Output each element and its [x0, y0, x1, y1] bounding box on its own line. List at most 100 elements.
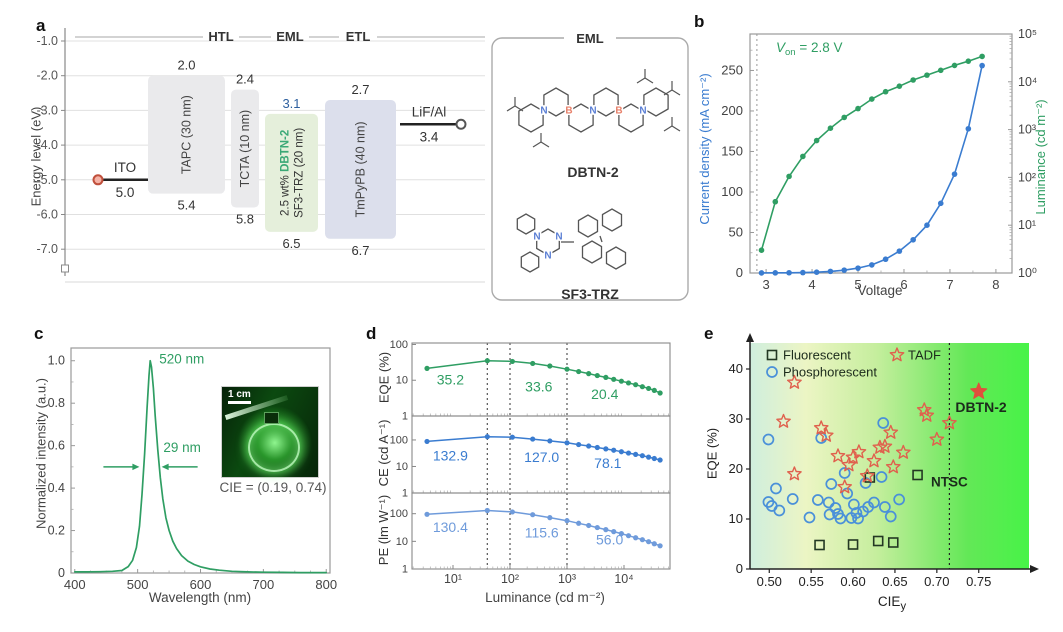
layer-header: EML — [276, 29, 304, 44]
svg-text:TmPyPB (40 nm): TmPyPB (40 nm) — [354, 121, 368, 217]
svg-text:-4.0: -4.0 — [36, 138, 58, 152]
svg-text:5.4: 5.4 — [177, 198, 195, 213]
legend-label: Phosphorescent — [783, 365, 877, 380]
series-current-density — [758, 62, 985, 276]
svg-text:N: N — [540, 106, 547, 117]
series-luminance — [758, 53, 985, 253]
svg-text:TAPC (30 nm): TAPC (30 nm) — [180, 95, 194, 174]
inset-device-glow — [247, 423, 300, 472]
molecule-label-sf3trz: SF3-TRZ — [561, 286, 619, 302]
scatter-series-tadf — [776, 374, 957, 494]
svg-text:10¹: 10¹ — [1018, 218, 1036, 232]
svg-text:N: N — [639, 106, 646, 117]
panel-e-xlabel-sub: y — [900, 600, 907, 613]
molecule-label-dbtn2: DBTN-2 — [567, 164, 619, 180]
panel-b-ylabel-right: Luminance (cd m⁻²) — [1033, 99, 1048, 215]
svg-text:-6.0: -6.0 — [36, 208, 58, 222]
svg-text:100: 100 — [390, 434, 408, 446]
svg-text:10⁴: 10⁴ — [614, 572, 633, 586]
layer-header: ETL — [346, 29, 371, 44]
legend-label: Fluorescent — [783, 348, 851, 363]
svg-text:0.60: 0.60 — [840, 574, 865, 589]
svg-text:40: 40 — [729, 361, 743, 376]
svg-text:400: 400 — [64, 577, 86, 592]
svg-text:700: 700 — [253, 577, 275, 592]
layer-header: HTL — [208, 29, 233, 44]
svg-text:0: 0 — [736, 561, 743, 576]
svg-text:0.6: 0.6 — [48, 439, 65, 453]
svg-text:1: 1 — [402, 411, 408, 423]
panel-e-xlabel-main: CIE — [877, 594, 901, 609]
svg-text:B: B — [615, 106, 622, 117]
svg-text:N: N — [555, 232, 562, 243]
svg-text:1: 1 — [402, 488, 408, 500]
svg-text:N: N — [544, 251, 551, 262]
svg-text:100: 100 — [721, 184, 743, 199]
panel-b-jvl-chart: 3 4 5 6 7 8 0 50 100 150 200 250 10⁰ 10¹ 10² 10³ 10⁴ 10⁵ V… — [721, 27, 1037, 292]
svg-text:-5.0: -5.0 — [36, 173, 58, 187]
svg-text:0.50: 0.50 — [757, 574, 782, 589]
panel-a-energy-diagram: -1.0 -2.0 -3.0 -4.0 -5.0 -6.0 -7.0 HTL EML ETL 2.0… — [36, 28, 689, 302]
svg-text:10²: 10² — [501, 572, 519, 586]
energy-layer-box — [148, 75, 225, 194]
svg-text:150: 150 — [721, 143, 743, 158]
svg-text:-7.0: -7.0 — [36, 242, 58, 256]
svg-text:-2.0: -2.0 — [36, 69, 58, 83]
panel-label-d: d — [366, 324, 377, 343]
svg-text:10: 10 — [396, 536, 408, 548]
svg-text:0.75: 0.75 — [966, 574, 991, 589]
ito-contact-dot — [92, 174, 104, 186]
series-pe-lm-w- — [424, 507, 663, 549]
energy-diagram-content: -1.0 -2.0 -3.0 -4.0 -5.0 -6.0 -7.0 HTL EML ETL 2.0… — [36, 28, 689, 302]
svg-text:10²: 10² — [1018, 170, 1036, 184]
spectrum-content: 400 500 600 700 800 0 0.2 0.4 0.6 0.8 1.0 520 nm 29 … — [48, 347, 337, 592]
svg-text:6.5: 6.5 — [282, 236, 300, 251]
svg-text:0.65: 0.65 — [882, 574, 907, 589]
efficiency-annotation: 33.6 — [525, 379, 552, 395]
svg-text:5.0: 5.0 — [116, 185, 135, 200]
legend: Phosphorescent Fluorescent TADF — [766, 347, 941, 380]
svg-text:10⁵: 10⁵ — [1018, 27, 1037, 41]
efficiency-annotation: 130.4 — [433, 519, 468, 535]
inset-device-crown — [264, 412, 279, 425]
svg-text:10⁰: 10⁰ — [1018, 266, 1037, 280]
svg-text:TCTA (10 nm): TCTA (10 nm) — [238, 110, 252, 188]
panel-label-e: e — [704, 324, 714, 343]
inset-scale-label: 1 cm — [228, 389, 251, 400]
series-ce-cd-a- — [424, 434, 663, 463]
efficiency-annotation: 132.9 — [433, 447, 468, 463]
scatter-content: 0.50 0.55 0.60 0.65 0.70 0.75 0 10 20 30 40 NTSC DBT… — [729, 333, 1039, 589]
svg-text:600: 600 — [190, 577, 212, 592]
svg-text:10³: 10³ — [558, 572, 576, 586]
svg-text:4: 4 — [808, 277, 815, 292]
panel-a-ylabel: Energy level (eV) — [28, 106, 44, 207]
svg-text:3.1: 3.1 — [282, 96, 300, 111]
panel-label-a: a — [36, 16, 46, 35]
svg-text:100: 100 — [390, 339, 408, 351]
svg-text:B: B — [565, 106, 572, 117]
svg-text:0.55: 0.55 — [799, 574, 824, 589]
svg-text:50: 50 — [729, 224, 743, 239]
svg-text:N: N — [589, 106, 596, 117]
svg-text:6: 6 — [900, 277, 907, 292]
svg-text:8: 8 — [992, 277, 999, 292]
jvl-content: 3 4 5 6 7 8 0 50 100 150 200 250 10⁰ 10¹ 10² 10³ 10⁴ 10⁵ V… — [721, 27, 1037, 292]
svg-text:2.4: 2.4 — [236, 72, 254, 87]
svg-text:0.2: 0.2 — [48, 524, 65, 538]
svg-text:5.8: 5.8 — [236, 212, 254, 227]
efficiency-annotation: 127.0 — [524, 449, 559, 465]
svg-text:200: 200 — [721, 103, 743, 118]
inset-scale-bar: 1 cm — [228, 389, 251, 404]
svg-text:2.0: 2.0 — [177, 58, 195, 73]
svg-text:N: N — [533, 232, 540, 243]
energy-layer-box — [325, 99, 396, 239]
svg-text:SF3-TRZ (20 nm): SF3-TRZ (20 nm) — [294, 128, 306, 218]
svg-text:0.8: 0.8 — [48, 396, 65, 410]
svg-text:3.4: 3.4 — [420, 129, 439, 144]
svg-text:100: 100 — [390, 508, 408, 520]
molecule-sf3trz: NN N — [516, 208, 627, 273]
svg-text:-3.0: -3.0 — [36, 103, 58, 117]
svg-text:0.4: 0.4 — [48, 481, 65, 495]
panel-d-ylabel-pe: PE (lm W⁻¹) — [376, 494, 391, 566]
